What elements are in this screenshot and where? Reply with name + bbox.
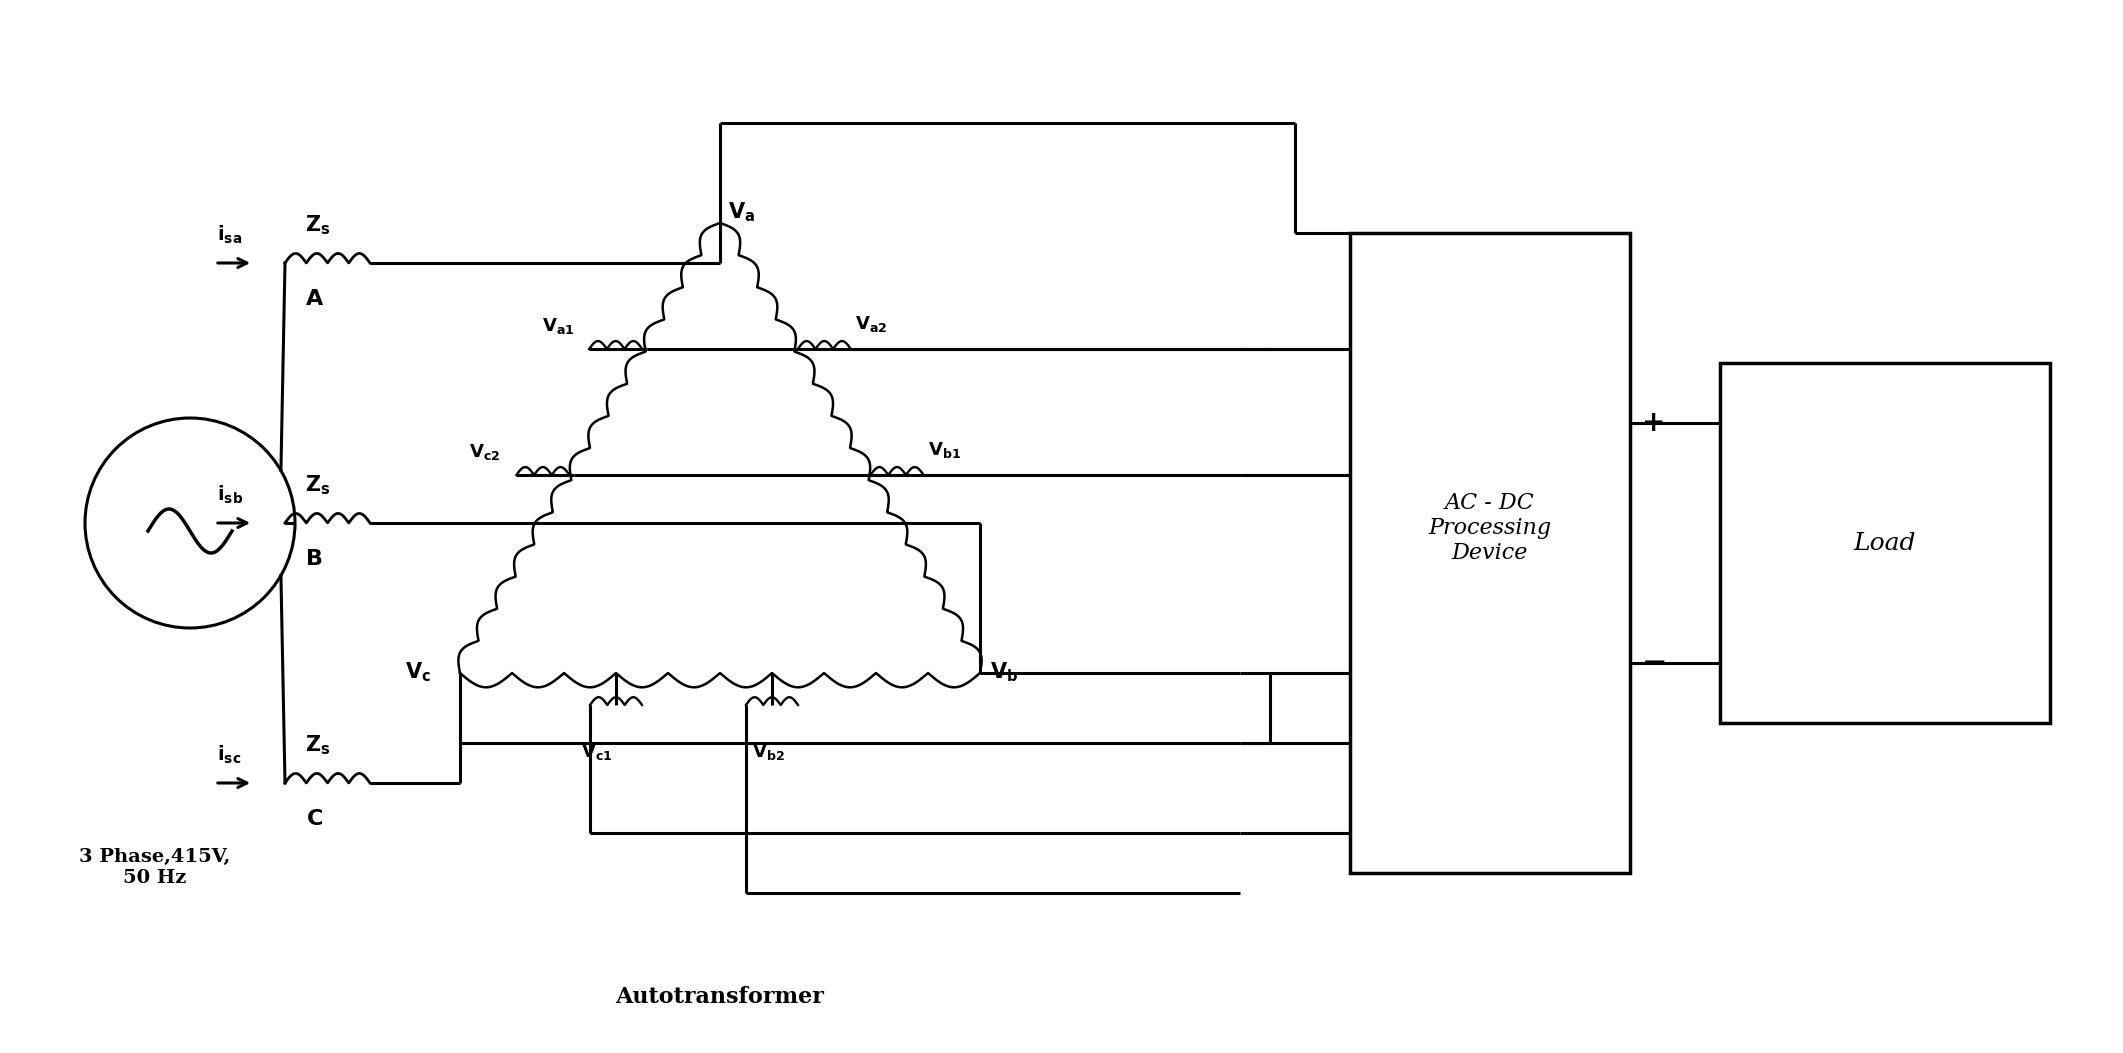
Text: $\mathbf{Z_s}$: $\mathbf{Z_s}$: [306, 733, 331, 757]
Text: C: C: [308, 809, 323, 829]
Text: $\mathbf{i_{sb}}$: $\mathbf{i_{sb}}$: [217, 484, 244, 506]
Text: Load: Load: [1853, 532, 1917, 555]
Text: $\mathbf{V_{b2}}$: $\mathbf{V_{b2}}$: [752, 742, 786, 762]
Text: $\mathbf{Z_s}$: $\mathbf{Z_s}$: [306, 213, 331, 237]
Text: $\mathbf{V_{b1}}$: $\mathbf{V_{b1}}$: [928, 440, 960, 460]
Bar: [1720, 363, 2051, 723]
Text: $\mathbf{V_b}$: $\mathbf{V_b}$: [989, 660, 1019, 683]
Text: −: −: [1641, 649, 1667, 677]
Text: $\mathbf{V_c}$: $\mathbf{V_c}$: [405, 660, 431, 683]
Text: A: A: [306, 289, 323, 309]
Text: $\mathbf{V_a}$: $\mathbf{V_a}$: [728, 200, 756, 223]
Text: $\mathbf{i_{sc}}$: $\mathbf{i_{sc}}$: [217, 744, 242, 767]
Text: 3 Phase,415V,
50 Hz: 3 Phase,415V, 50 Hz: [79, 849, 231, 887]
Text: $\mathbf{i_{sa}}$: $\mathbf{i_{sa}}$: [217, 224, 242, 246]
Text: +: +: [1641, 409, 1664, 437]
Text: B: B: [306, 549, 323, 569]
Text: $\mathbf{V_{a1}}$: $\mathbf{V_{a1}}$: [541, 316, 575, 336]
Text: $\mathbf{V_{c1}}$: $\mathbf{V_{c1}}$: [582, 742, 611, 762]
Text: Autotransformer: Autotransformer: [616, 986, 824, 1008]
Text: $\mathbf{V_{a2}}$: $\mathbf{V_{a2}}$: [856, 314, 887, 334]
Text: AC - DC
Processing
Device: AC - DC Processing Device: [1429, 492, 1552, 564]
Bar: [1350, 233, 1630, 873]
Text: $\mathbf{V_{c2}}$: $\mathbf{V_{c2}}$: [469, 442, 501, 462]
Text: $\mathbf{Z_s}$: $\mathbf{Z_s}$: [306, 473, 331, 497]
